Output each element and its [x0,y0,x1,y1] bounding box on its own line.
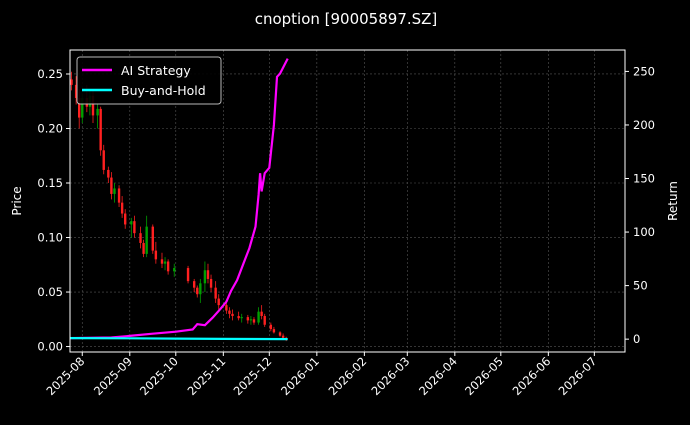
candle-body [142,242,145,254]
candle-body [173,268,176,272]
candle-body [206,270,210,279]
x-tick-label: 2025-11 [185,354,229,398]
candle-body [163,261,167,264]
candle-body [70,79,73,85]
y-tick-label-left: 0.00 [37,340,63,354]
y-tick-label-left: 0.10 [37,231,63,245]
chart-title: cnoption [90005897.SZ] [255,10,438,28]
candles [70,71,288,342]
x-tick-label: 2025-08 [44,354,88,398]
line-ai-strategy [69,58,289,340]
candle-body [228,310,231,314]
x-tick-label: 2026-02 [326,354,370,398]
candle-body [130,221,133,225]
x-tick-label: 2025-09 [91,354,135,398]
y-tick-label-right: 0 [633,332,640,346]
x-tick-label: 2025-12 [231,354,275,398]
y-tick-label-right: 50 [633,279,648,293]
candle-body [186,268,190,282]
candle-body [110,177,113,194]
candle-body [240,317,243,319]
candle-body [252,319,256,323]
candle-body [214,287,217,299]
candle-body [77,97,81,118]
candle-body [96,108,99,116]
candle-body [151,226,154,251]
y-axis-label-right: Return [666,181,680,221]
candle-body [278,332,282,336]
candle-body [249,319,253,321]
candle-body [117,188,121,203]
y-tick-label-left: 0.20 [37,121,63,135]
x-tick-label: 2026-05 [462,354,506,398]
x-tick-label: 2026-06 [510,354,554,398]
candle-body [154,250,158,260]
candle-body [107,169,110,178]
candle-body [91,95,95,116]
x-tick-label: 2026-07 [556,354,600,398]
candle-body [209,278,213,288]
candle-body [81,97,84,118]
legend-label-strategy: AI Strategy [121,63,191,78]
y-axis-label-left: Price [10,186,24,215]
candle-body [102,150,105,170]
candle-body [246,317,250,321]
candle-body [263,316,266,325]
candle-body [113,188,116,194]
x-tick-label: 2026-01 [278,354,322,398]
candle-body [203,270,207,284]
y-tick-label-right: 100 [633,225,655,239]
candle-body [199,283,202,295]
y-tick-label-right: 150 [633,172,655,186]
legend: AI Strategy Buy-and-Hold [76,56,222,105]
candle-body [225,305,228,311]
candle-body [257,311,260,323]
candle-body [269,324,273,330]
x-tick-label: 2026-03 [369,354,413,398]
x-tick-label: 2026-04 [416,354,460,398]
candle-body [123,213,127,225]
candle-body [272,329,276,333]
candle-body [99,108,102,151]
y-tick-label-right: 200 [633,118,655,132]
y-tick-label-right: 250 [633,64,655,78]
x-tick-label: 2025-10 [137,354,181,398]
y-tick-label-left: 0.05 [37,285,63,299]
candle-body [145,226,148,254]
candle-body [166,261,170,272]
candle-body [231,313,234,317]
candle-body [217,298,220,306]
candle-body [160,259,164,264]
y-tick-label-left: 0.25 [37,67,63,81]
candle-body [260,311,263,317]
candle-body [281,335,285,338]
line-buy-and-hold [69,337,288,341]
candle-body [237,316,240,319]
y-tick-label-left: 0.15 [37,176,63,190]
legend-label-buyhold: Buy-and-Hold [121,83,206,98]
candle-body [74,84,78,98]
candle-body [133,221,136,234]
candle-body [192,281,196,288]
candle-body [196,287,199,295]
candle-body [120,202,124,214]
candle-body [139,233,142,243]
series-lines [69,58,289,341]
plot-frame [69,49,626,353]
